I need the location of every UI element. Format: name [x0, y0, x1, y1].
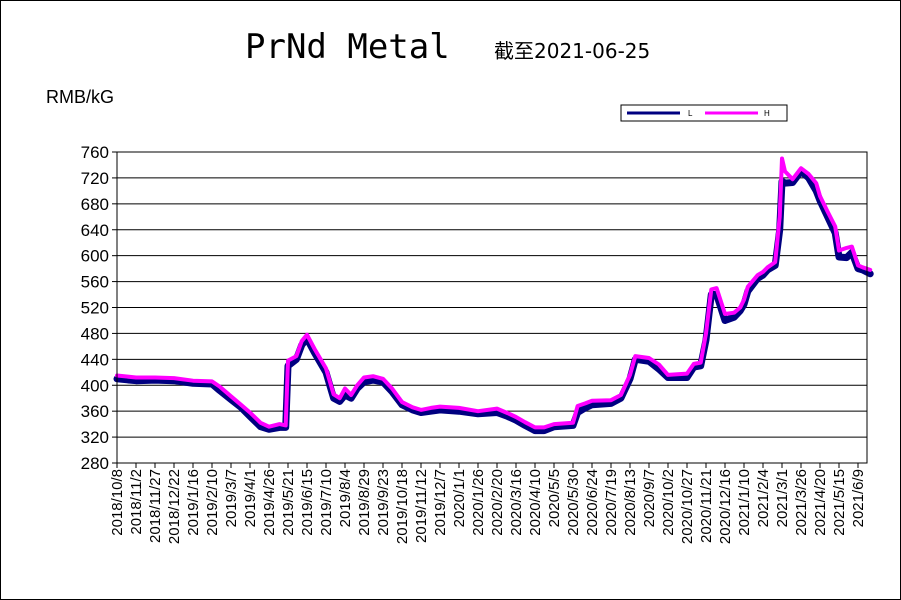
x-tick-label: 2019/10/18 — [394, 469, 411, 544]
x-tick-label: 2020/5/30 — [565, 469, 582, 536]
x-tick-label: 2019/1/16 — [185, 469, 202, 536]
y-tick-label: 360 — [81, 402, 109, 421]
x-tick-label: 2019/7/10 — [318, 469, 335, 536]
x-tick-label: 2019/5/21 — [280, 469, 297, 536]
legend-box — [620, 104, 788, 122]
x-tick-label: 2019/8/29 — [356, 469, 373, 536]
x-tick-label: 2021/6/9 — [850, 469, 867, 527]
x-tick-label: 2018/11/2 — [128, 469, 145, 535]
y-axis-label: RMB/kG — [46, 87, 114, 107]
x-tick-label: 2018/11/27 — [147, 469, 164, 543]
x-tick-label: 2020/2/20 — [489, 469, 506, 536]
x-tick-label: 2021/1/10 — [736, 469, 753, 536]
x-tick-label: 2020/1/1 — [451, 469, 468, 527]
x-tick-label: 2020/12/16 — [717, 469, 734, 544]
y-tick-label: 320 — [81, 428, 109, 447]
x-tick-label: 2020/10/2 — [660, 469, 677, 536]
series-lines — [113, 156, 874, 435]
x-tick-label: 2019/2/10 — [204, 469, 221, 536]
series-line-l — [113, 167, 874, 435]
x-tick-label: 2019/12/7 — [432, 469, 449, 536]
chart-subtitle: 截至2021-06-25 — [494, 39, 650, 63]
x-axis-ticks: 2018/10/8 2018/11/2 2018/11/27 2018/12/22 20… — [109, 463, 867, 544]
x-tick-label: 2020/6/24 — [584, 469, 601, 536]
x-tick-label: 2019/8/4 — [337, 469, 354, 527]
x-tick-label: 2021/4/20 — [812, 469, 829, 536]
y-tick-label: 760 — [81, 143, 109, 162]
x-tick-label: 2020/5/5 — [546, 469, 563, 527]
x-tick-label: 2020/1/26 — [470, 469, 487, 536]
x-tick-label: 2020/9/7 — [641, 469, 658, 527]
series-line-h — [115, 156, 873, 430]
y-tick-label: 600 — [81, 247, 109, 266]
x-tick-label: 2018/10/8 — [109, 469, 126, 536]
y-tick-label: 560 — [81, 273, 109, 292]
y-axis-ticks: 280 320 360 400 440 480 520 560 600 640 680 720 760 — [81, 143, 117, 473]
y-tick-label: 520 — [81, 299, 109, 318]
x-tick-label: 2019/9/23 — [375, 469, 392, 536]
legend-label-l: L — [688, 109, 693, 118]
x-tick-label: 2019/11/12 — [413, 469, 430, 543]
y-tick-label: 720 — [81, 169, 109, 188]
chart-title: PrNd Metal — [245, 27, 450, 67]
x-tick-label: 2018/12/22 — [166, 469, 183, 544]
y-tick-label: 280 — [81, 454, 109, 473]
x-tick-label: 2019/4/26 — [261, 469, 278, 536]
x-tick-label: 2020/8/13 — [622, 469, 639, 536]
x-tick-label: 2020/7/19 — [603, 469, 620, 536]
y-tick-label: 640 — [81, 221, 109, 240]
x-tick-label: 2019/3/7 — [223, 469, 240, 527]
x-tick-label: 2020/4/10 — [527, 469, 544, 536]
legend-label-h: H — [764, 109, 770, 118]
plot-area — [116, 151, 868, 464]
x-tick-label: 2021/5/15 — [831, 469, 848, 536]
x-tick-label: 2020/11/21 — [698, 469, 715, 543]
x-tick-label: 2020/3/16 — [508, 469, 525, 536]
y-tick-label: 680 — [81, 195, 109, 214]
y-tick-label: 440 — [81, 350, 109, 369]
x-tick-label: 2020/10/27 — [679, 469, 696, 544]
x-tick-label: 2021/2/4 — [755, 469, 772, 527]
x-tick-label: 2021/3/1 — [774, 469, 791, 527]
x-tick-label: 2019/4/1 — [242, 469, 259, 527]
x-tick-label: 2021/3/26 — [793, 469, 810, 536]
y-tick-label: 480 — [81, 324, 109, 343]
y-tick-label: 400 — [81, 376, 109, 395]
x-tick-label: 2019/6/15 — [299, 469, 316, 536]
legend: L H — [620, 104, 788, 122]
